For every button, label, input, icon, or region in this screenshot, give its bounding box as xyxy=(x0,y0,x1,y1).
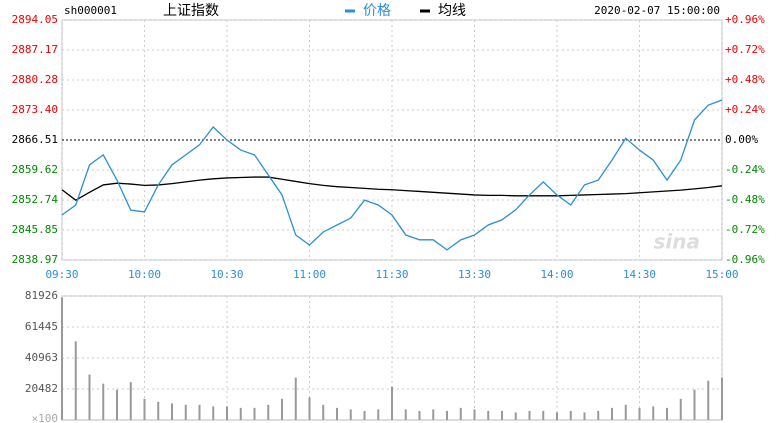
y2-tick-label: -0.48% xyxy=(725,193,765,206)
volume-bar xyxy=(473,409,476,420)
y-tick-label: 2866.51 xyxy=(12,133,58,146)
y-tick-label: 40963 xyxy=(25,351,58,364)
volume-bar xyxy=(569,410,572,420)
y-tick-label: 2873.40 xyxy=(12,103,58,116)
volume-bar xyxy=(693,389,696,420)
datetime: 2020-02-07 15:00:00 xyxy=(594,4,720,17)
y2-tick-label: 0.00% xyxy=(725,133,758,146)
x-tick-label: 10:30 xyxy=(210,268,243,281)
volume-bar xyxy=(281,398,283,420)
unit-label: ×100 xyxy=(32,412,59,423)
volume-bar xyxy=(528,410,531,420)
y-tick-label: 2887.17 xyxy=(12,43,58,56)
volume-bar xyxy=(611,407,613,420)
volume-bar xyxy=(542,410,545,420)
volume-bar xyxy=(652,406,655,420)
series-line xyxy=(61,176,723,201)
volume-bar xyxy=(267,404,270,420)
volume-bar xyxy=(74,341,77,420)
y-tick-label: 2859.62 xyxy=(12,163,58,176)
volume-bar xyxy=(446,410,448,420)
volume-bar xyxy=(501,410,503,420)
volume-bar xyxy=(143,398,146,420)
y2-tick-label: -0.72% xyxy=(725,223,765,236)
volume-bar xyxy=(418,410,421,420)
y-tick-label: 2838.97 xyxy=(12,253,58,266)
stock-name: 上证指数 xyxy=(163,3,219,19)
volume-bar xyxy=(391,386,393,420)
y-tick-label: 2894.05 xyxy=(12,13,58,26)
volume-bar xyxy=(239,407,242,420)
volume-bar xyxy=(322,404,325,420)
volume-bar xyxy=(679,398,682,420)
volume-bar xyxy=(377,409,380,420)
volume-bar xyxy=(184,404,187,420)
volume-bar xyxy=(514,412,517,420)
volume-bar xyxy=(88,374,91,420)
x-tick-label: 13:30 xyxy=(458,268,491,281)
volume-bar xyxy=(253,407,256,420)
volume-bar xyxy=(597,410,600,420)
volume-bar xyxy=(226,406,228,420)
volume-bar xyxy=(171,403,173,420)
y2-tick-label: -0.96% xyxy=(725,253,765,266)
volume-bar xyxy=(349,409,352,420)
y2-tick-label: -0.24% xyxy=(725,163,765,176)
volume-bar xyxy=(666,407,668,420)
volume-bar xyxy=(459,407,462,420)
volume-bar xyxy=(157,401,160,420)
volume-bar xyxy=(487,410,490,420)
x-tick-label: 11:00 xyxy=(293,268,326,281)
volume-bar xyxy=(294,377,297,420)
volume-bar xyxy=(432,409,435,420)
x-tick-label: 14:00 xyxy=(540,268,573,281)
stock-code: sh000001 xyxy=(64,4,117,17)
volume-bar xyxy=(129,382,132,420)
volume-bar xyxy=(363,410,366,420)
volume-bar xyxy=(336,407,338,420)
volume-bar xyxy=(308,397,311,420)
volume-bar xyxy=(556,412,558,420)
legend-label: 均线 xyxy=(438,3,466,19)
y2-tick-label: +0.72% xyxy=(725,43,765,56)
x-tick-label: 11:30 xyxy=(375,268,408,281)
volume-bar xyxy=(404,409,407,420)
volume-bar xyxy=(102,383,105,420)
y2-tick-label: +0.24% xyxy=(725,103,765,116)
volume-bar xyxy=(583,412,586,420)
volume-bar xyxy=(638,407,641,420)
volume-bar xyxy=(198,404,201,420)
volume-bar xyxy=(116,389,118,420)
x-tick-label: 10:00 xyxy=(128,268,161,281)
volume-bar xyxy=(212,406,215,420)
x-tick-label: 14:30 xyxy=(623,268,656,281)
y-tick-label: 2845.85 xyxy=(12,223,58,236)
volume-bar xyxy=(624,404,627,420)
y2-tick-label: +0.96% xyxy=(725,13,765,26)
y-tick-label: 20482 xyxy=(25,382,58,395)
y-tick-label: 61445 xyxy=(25,320,58,333)
watermark: sina xyxy=(654,230,701,254)
y2-tick-label: +0.48% xyxy=(725,73,765,86)
y-tick-label: 2880.28 xyxy=(12,73,58,86)
y-tick-label: 81926 xyxy=(25,289,58,302)
volume-bar xyxy=(721,377,723,420)
x-tick-label: 09:30 xyxy=(45,268,78,281)
volume-bar xyxy=(61,297,63,420)
legend-label: 价格 xyxy=(363,3,391,19)
y-tick-label: 2852.74 xyxy=(12,193,59,206)
volume-bar xyxy=(707,380,710,420)
series-line xyxy=(61,99,723,251)
x-tick-label: 15:00 xyxy=(705,268,738,281)
